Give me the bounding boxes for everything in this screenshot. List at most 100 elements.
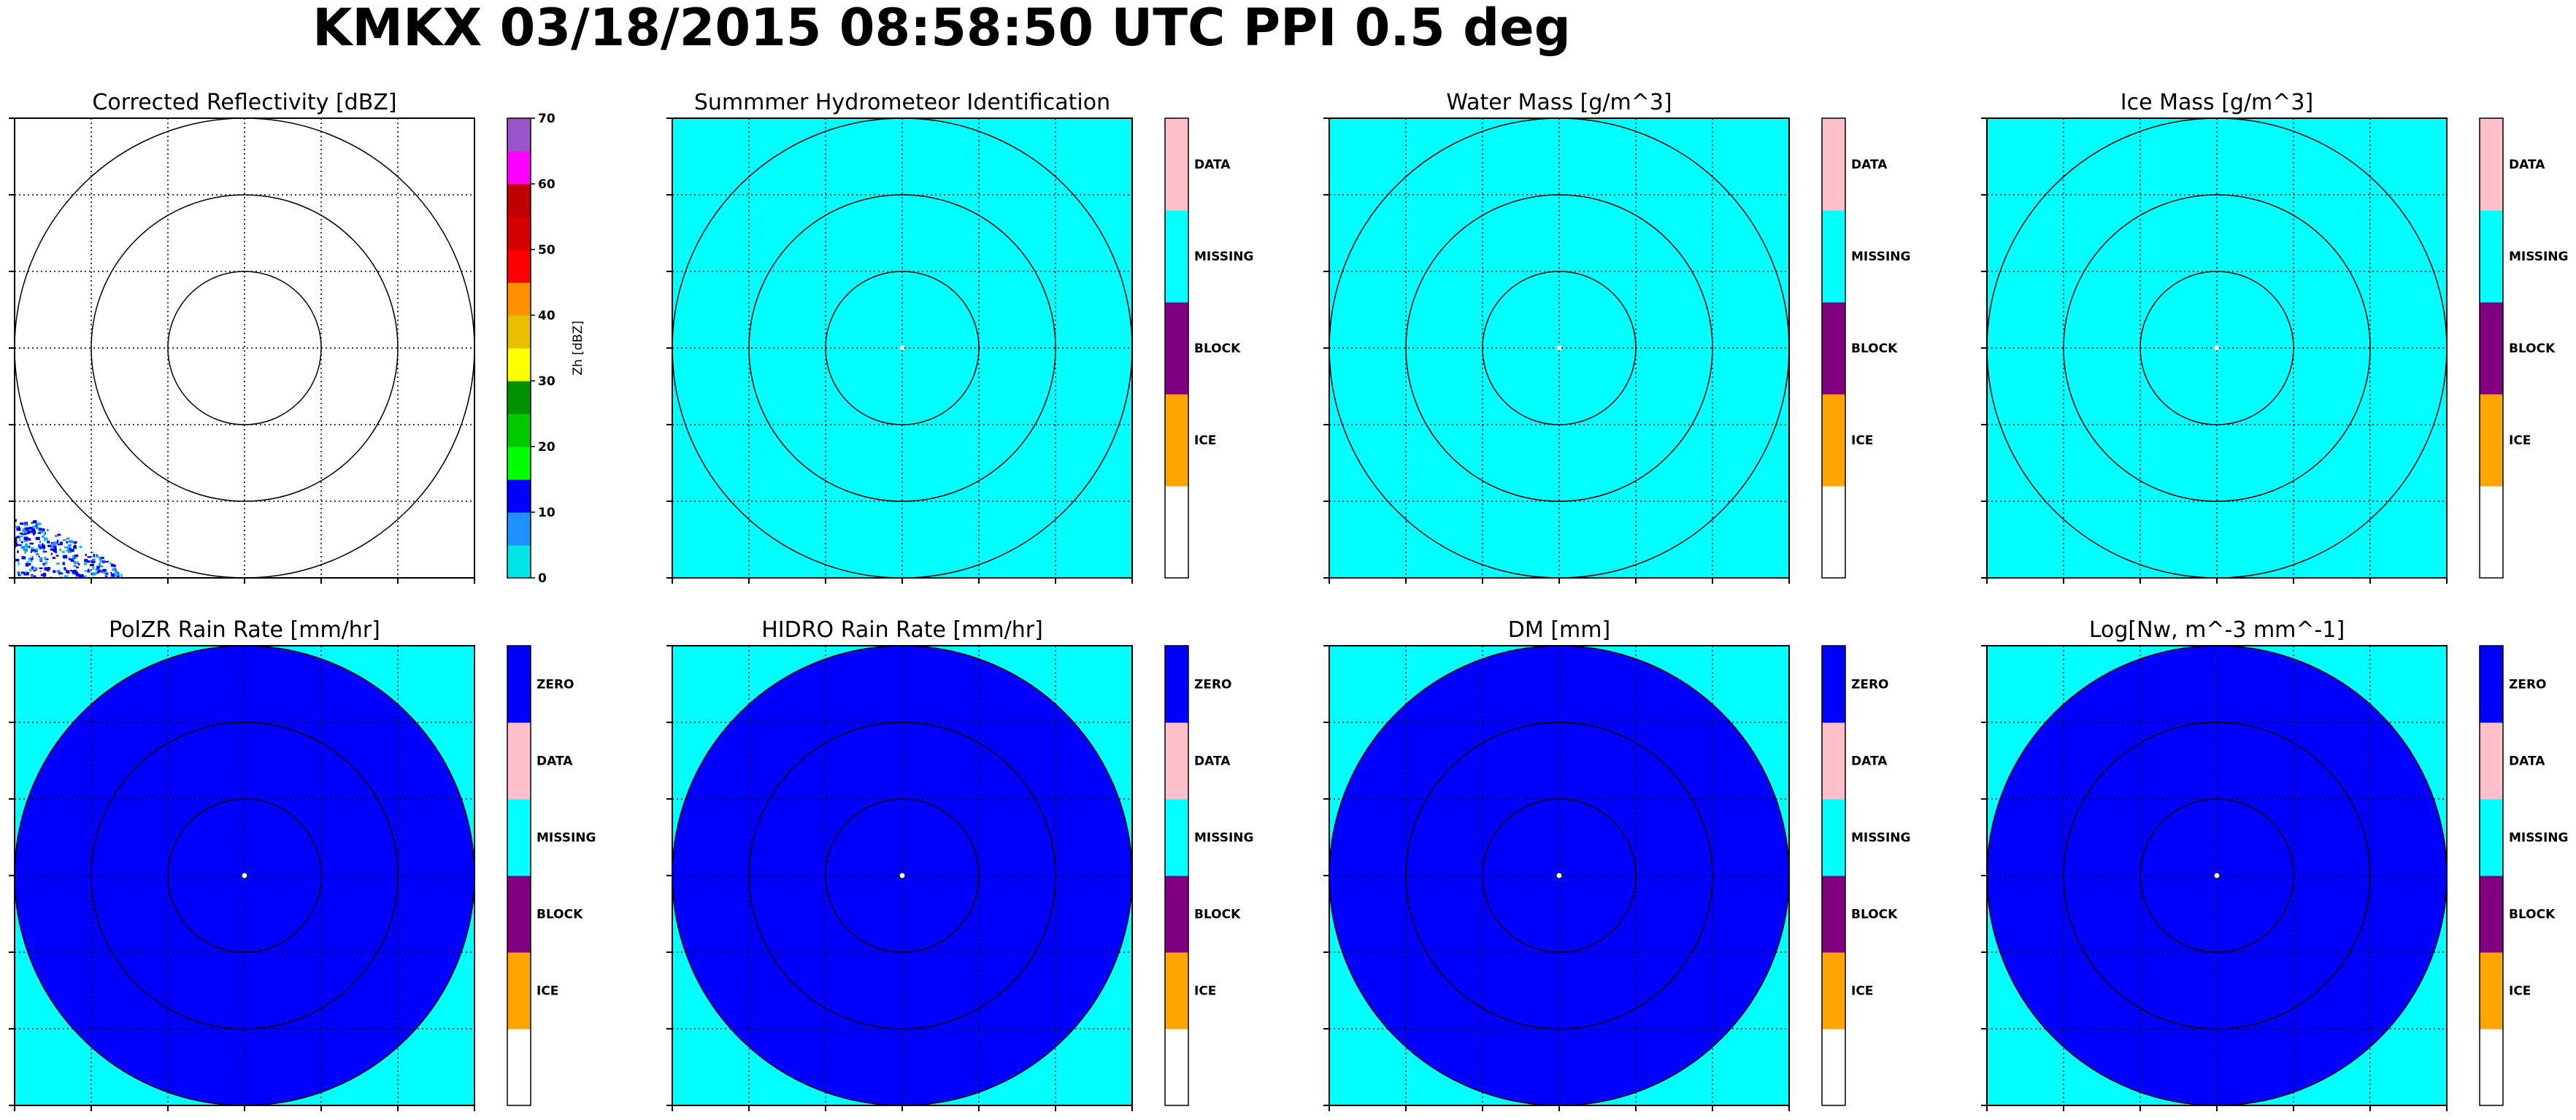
echo-pixel <box>120 573 123 578</box>
colorbar-category-label: DATA <box>537 754 573 769</box>
colorbar-category-label: ICE <box>1851 433 1873 448</box>
echo-pixel <box>101 570 104 573</box>
echo-pixel <box>26 527 30 530</box>
echo-pixel <box>66 546 71 549</box>
colorbar-category-swatch <box>1822 394 1845 487</box>
colorbar-frame <box>507 645 531 1106</box>
echo-pixel <box>39 557 43 561</box>
reflectivity-echo <box>15 519 126 588</box>
radar-site-marker <box>1557 346 1561 350</box>
echo-pixel <box>31 522 33 524</box>
colorbar-category-label: ZERO <box>1194 678 1231 692</box>
echo-pixel <box>77 563 80 565</box>
echo-pixel <box>33 569 36 571</box>
echo-pixel <box>34 550 36 553</box>
echo-pixel <box>72 569 77 573</box>
colorbar-bin <box>507 479 531 513</box>
echo-pixel <box>32 575 36 578</box>
echo-pixel <box>32 532 36 534</box>
colorbar-tick-label: 0 <box>538 571 547 586</box>
echo-pixel <box>37 532 42 534</box>
echo-pixel <box>47 544 52 547</box>
echo-pixel <box>103 560 106 563</box>
echo-pixel <box>61 550 65 554</box>
echo-pixel <box>19 573 21 576</box>
echo-pixel <box>18 573 20 576</box>
echo-pixel <box>26 531 30 535</box>
echo-pixel <box>30 557 34 560</box>
echo-pixel <box>76 561 79 564</box>
echo-pixel <box>19 522 24 525</box>
echo-pixel <box>122 584 126 587</box>
echo-pixel <box>56 570 61 573</box>
radar-panel-5: PolZR Rain Rate [mm/hr] ICE BLOCK MISSING DA… <box>9 617 596 1111</box>
echo-pixel <box>86 560 91 563</box>
echo-pixel <box>31 549 35 552</box>
colorbar-category-swatch <box>507 952 531 1030</box>
echo-pixel <box>47 569 50 572</box>
colorbar-frame <box>1821 645 1846 1106</box>
colorbar: ICE BLOCK MISSING DATA ZERO <box>1164 645 1253 1106</box>
colorbar-category-label: BLOCK <box>1194 908 1241 922</box>
colorbar-category-swatch <box>2480 1029 2503 1106</box>
panel-title: Log[Nw, m^-3 mm^-1] <box>2089 617 2345 643</box>
echo-pixel <box>50 547 54 549</box>
echo-pixel <box>55 535 58 538</box>
echo-pixel <box>99 559 102 563</box>
colorbar-category-swatch <box>1165 952 1188 1030</box>
echo-pixel <box>28 557 32 561</box>
colorbar-bin <box>507 118 531 152</box>
panel-title: HIDRO Rain Rate [mm/hr] <box>761 617 1043 643</box>
echo-pixel <box>104 575 108 578</box>
echo-pixel <box>99 565 104 568</box>
radar-panel-2: Summmer Hydrometeor Identification ICE BLO… <box>666 90 1253 584</box>
colorbar-category-swatch <box>1165 1029 1188 1106</box>
echo-pixel <box>78 575 83 578</box>
colorbar-bin <box>507 184 531 217</box>
colorbar-tick-label: 20 <box>538 440 555 455</box>
echo-pixel <box>72 557 74 560</box>
echo-pixel <box>24 545 28 549</box>
echo-pixel <box>31 575 34 578</box>
echo-pixel <box>33 566 35 569</box>
echo-pixel <box>66 537 70 540</box>
echo-pixel <box>95 568 99 571</box>
echo-pixel <box>34 523 37 526</box>
echo-pixel <box>15 525 19 528</box>
echo-pixel <box>96 571 98 574</box>
colorbar-category-swatch <box>2480 486 2503 579</box>
range-ring <box>1482 798 1637 953</box>
echo-pixel <box>98 584 101 585</box>
echo-pixel <box>96 579 98 582</box>
echo-pixel <box>18 544 22 547</box>
colorbar-bin <box>507 217 531 250</box>
echo-pixel <box>33 520 37 524</box>
echo-pixel <box>44 556 47 560</box>
range-ring <box>825 271 980 425</box>
echo-pixel <box>66 570 70 574</box>
panel-title: DM [mm] <box>1508 617 1610 643</box>
echo-pixel <box>115 571 118 574</box>
colorbar-tick-label: 40 <box>538 309 555 323</box>
colorbar-category-swatch <box>1165 394 1188 487</box>
colorbar-category-label: MISSING <box>537 831 596 846</box>
echo-pixel <box>50 552 53 555</box>
echo-pixel <box>87 556 91 558</box>
panel-title: PolZR Rain Rate [mm/hr] <box>109 617 380 643</box>
echo-pixel <box>23 573 28 576</box>
echo-pixel <box>99 585 101 588</box>
colorbar: ICE BLOCK MISSING DATA ZERO <box>1821 645 1910 1106</box>
colorbar-category-swatch <box>1822 876 1845 953</box>
echo-pixel <box>39 544 41 547</box>
echo-pixel <box>62 562 65 565</box>
echo-pixel <box>93 554 95 557</box>
colorbar-category-label: ICE <box>1194 433 1216 448</box>
echo-pixel <box>24 550 26 555</box>
echo-pixel <box>17 550 19 553</box>
radar-panel-8: Log[Nw, m^-3 mm^-1] ICE BLOCK MISSING DATA ZE… <box>1981 617 2568 1111</box>
colorbar-category-swatch <box>1822 646 1845 723</box>
radar-site-marker <box>241 872 248 879</box>
echo-pixel <box>88 568 90 572</box>
colorbar-bin <box>507 151 531 185</box>
colorbar-frame <box>1164 645 1189 1106</box>
